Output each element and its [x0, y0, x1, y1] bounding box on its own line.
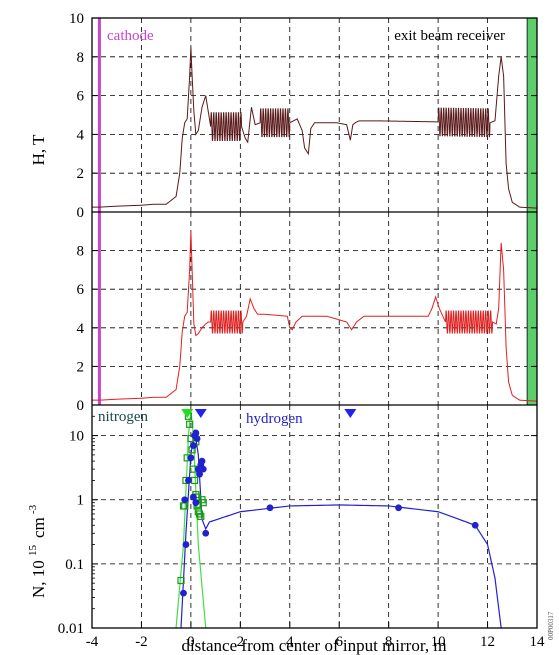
- region-bars-middle: [97, 211, 538, 406]
- plot-frame: [91, 17, 538, 629]
- hydrogen-point: [182, 541, 190, 548]
- x-tick-label: 4: [286, 634, 294, 650]
- receiver-bar: [526, 17, 538, 213]
- y-axis-label-density: N, 10 15 cm -3: [27, 504, 48, 598]
- y-tick-label: 6: [77, 282, 85, 298]
- panel-field-top: 0 2 4 6 8 10: [69, 11, 538, 221]
- field-line-1: [92, 231, 537, 402]
- x-axis-label: distance from center of input mirror, m: [181, 636, 446, 655]
- exit-beam-receiver-label: exit beam receiver: [394, 28, 505, 44]
- hydrogen-point: [192, 429, 200, 437]
- receiver-bar: [526, 211, 538, 406]
- hydrogen-point: [185, 477, 192, 484]
- panel-field-middle: 0 2 4 6 8: [77, 211, 538, 414]
- hydrogen-point: [266, 504, 274, 512]
- y-ticks-top: 0 2 4 6 8 10: [69, 11, 537, 221]
- x-tick-label: 2: [237, 634, 245, 650]
- y-tick-label: 2: [77, 166, 85, 182]
- y-tick-label: 0.1: [65, 557, 84, 573]
- series-middle: [92, 231, 537, 402]
- hydrogen-curve: [180, 430, 502, 628]
- y-label-main: N, 10: [29, 560, 48, 598]
- hydrogen-triangle-marker: [194, 409, 207, 418]
- y-tick-label: 10: [69, 429, 84, 445]
- hydrogen-triangle-marker: [344, 409, 357, 418]
- nitrogen-point: [197, 512, 205, 520]
- hydrogen-point: [196, 470, 203, 478]
- hydrogen-point: [193, 435, 201, 442]
- field-line-0: [92, 47, 537, 209]
- x-ticks: -4 -2 0 2 4 6 8 10 12 14: [86, 622, 545, 650]
- cathode-bar: [97, 212, 101, 405]
- x-tick-label: -2: [135, 634, 148, 650]
- series-bottom: [175, 410, 502, 628]
- grid-middle: [92, 212, 537, 405]
- cathode-label: cathode: [107, 28, 154, 44]
- nitrogen-point: [177, 576, 185, 585]
- y-label-exp2: -3: [27, 504, 39, 514]
- hydrogen-point: [471, 521, 479, 529]
- y-tick-label: 0: [77, 398, 85, 414]
- x-tick-label: 8: [385, 634, 393, 650]
- hydrogen-point: [198, 457, 206, 465]
- nitrogen-label: nitrogen: [98, 409, 148, 425]
- y-ticks-bottom: 0.01 0.1 1 10: [58, 415, 537, 637]
- nitrogen-point: [190, 476, 199, 485]
- x-tick-label: 0: [187, 634, 195, 650]
- y-label-exp1: 15: [27, 545, 39, 557]
- hydrogen-point: [202, 529, 210, 537]
- y-tick-label: 4: [77, 321, 85, 337]
- nitrogen-point: [186, 420, 194, 428]
- hydrogen-point: [395, 504, 402, 512]
- y-tick-label: 0: [77, 205, 85, 221]
- hydrogen-point: [199, 465, 207, 473]
- hydrogen-point: [192, 499, 200, 507]
- hydrogen-label: hydrogen: [246, 411, 303, 427]
- nitrogen-point: [179, 502, 188, 510]
- y-tick-label: 10: [69, 11, 84, 27]
- x-tick-label: 12: [480, 634, 495, 650]
- hydrogen-point: [187, 454, 195, 462]
- y-axis-label-field: H, T: [29, 134, 48, 165]
- y-tick-label: 8: [77, 244, 85, 260]
- triangle-markers: [181, 409, 357, 418]
- nitrogen-triangle-marker: [181, 409, 194, 418]
- y-label-unit: cm: [29, 517, 48, 538]
- y-tick-label: 0.01: [58, 621, 84, 637]
- x-tick-label: 6: [335, 634, 343, 650]
- nitrogen-point: [199, 499, 207, 507]
- series-top: [92, 47, 537, 209]
- hydrogen-point: [189, 442, 197, 449]
- hydrogen-point: [181, 496, 189, 504]
- y-tick-label: 6: [77, 89, 85, 105]
- grid-bottom: [92, 405, 537, 628]
- x-tick-label: 14: [530, 634, 546, 650]
- y-tick-label: 4: [77, 127, 85, 143]
- y-tick-label: 2: [77, 359, 85, 375]
- y-tick-label: 8: [77, 50, 85, 66]
- side-stamp: 00P00317: [547, 611, 555, 640]
- hydrogen-point: [189, 493, 197, 501]
- x-tick-label: 10: [431, 634, 446, 650]
- hydrogen-point: [180, 589, 187, 597]
- y-tick-label: 1: [77, 493, 85, 509]
- x-tick-label: -4: [86, 634, 99, 650]
- panel-density: 0.01 0.1 1 10 -4 -2 0 2 4 6 8 10 12 14: [58, 405, 545, 650]
- cathode-bar: [97, 18, 101, 212]
